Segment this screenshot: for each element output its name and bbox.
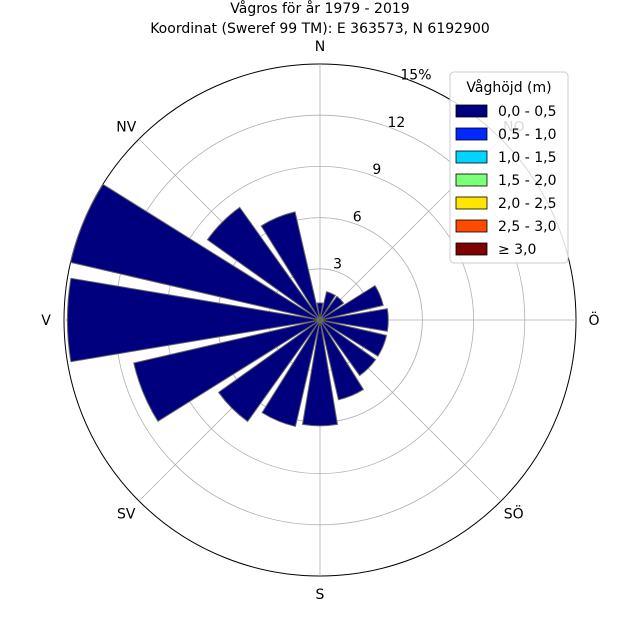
direction-label: SÖ <box>504 505 524 523</box>
legend-label: 0,5 - 1,0 <box>498 127 556 143</box>
bar-sector-135 <box>319 319 377 377</box>
legend-label: ≥ 3,0 <box>498 242 536 258</box>
direction-label: V <box>41 313 51 329</box>
legend-label: 2,0 - 2,5 <box>498 196 556 212</box>
chart-subtitle: Koordinat (Sweref 99 TM): E 363573, N 61… <box>150 21 490 37</box>
legend-label: 1,5 - 2,0 <box>498 173 556 189</box>
direction-label: S <box>316 587 325 603</box>
bar-sector-90 <box>319 308 389 332</box>
bar-sector-247.5 <box>133 319 321 422</box>
bar-sector-315 <box>206 206 321 321</box>
radial-tick-label: 9 <box>372 162 381 178</box>
bar-sector-22.5 <box>319 291 337 321</box>
legend-swatch <box>455 242 488 256</box>
bar-sector-225 <box>217 319 321 423</box>
chart-title: Vågros för år 1979 - 2019 <box>230 0 409 17</box>
legend-swatch <box>455 219 488 233</box>
legend-swatch <box>455 127 488 141</box>
bar-sector-112.5 <box>319 319 388 357</box>
direction-label: N <box>315 39 325 55</box>
bar-sector-270 <box>66 277 321 363</box>
legend-swatch <box>455 150 488 164</box>
legend-title: Våghöjd (m) <box>466 79 551 96</box>
radial-tick-label: 12 <box>387 115 405 131</box>
bar-sector-67.5 <box>319 284 384 321</box>
legend-box <box>449 71 569 264</box>
direction-label: NV <box>116 119 136 135</box>
bar-sector-292.5 <box>69 183 321 321</box>
bar-sector-157.5 <box>319 319 365 401</box>
legend-label: 1,0 - 1,5 <box>498 150 556 166</box>
bar-sector-180 <box>301 319 339 427</box>
direction-label: SV <box>117 507 136 523</box>
bar-sector-202.5 <box>261 319 321 428</box>
direction-label: Ö <box>588 311 599 329</box>
bar-sector-337.5 <box>260 211 321 321</box>
legend-swatch <box>455 104 488 118</box>
legend-swatch <box>455 173 488 187</box>
legend-label: 2,5 - 3,0 <box>498 219 556 235</box>
radial-tick-label: 6 <box>353 209 362 225</box>
legend-label: 0,0 - 0,5 <box>498 104 556 120</box>
legend: Våghöjd (m) 0,0 - 0,5 0,5 - 1,0 1,0 - 1,5 1,… <box>449 71 569 264</box>
radial-tick-label: 15% <box>400 67 431 83</box>
bar-sector-0 <box>316 302 324 321</box>
radial-tick-label: 3 <box>333 257 342 273</box>
legend-swatch <box>455 196 488 210</box>
bar-sector-45 <box>319 295 345 321</box>
